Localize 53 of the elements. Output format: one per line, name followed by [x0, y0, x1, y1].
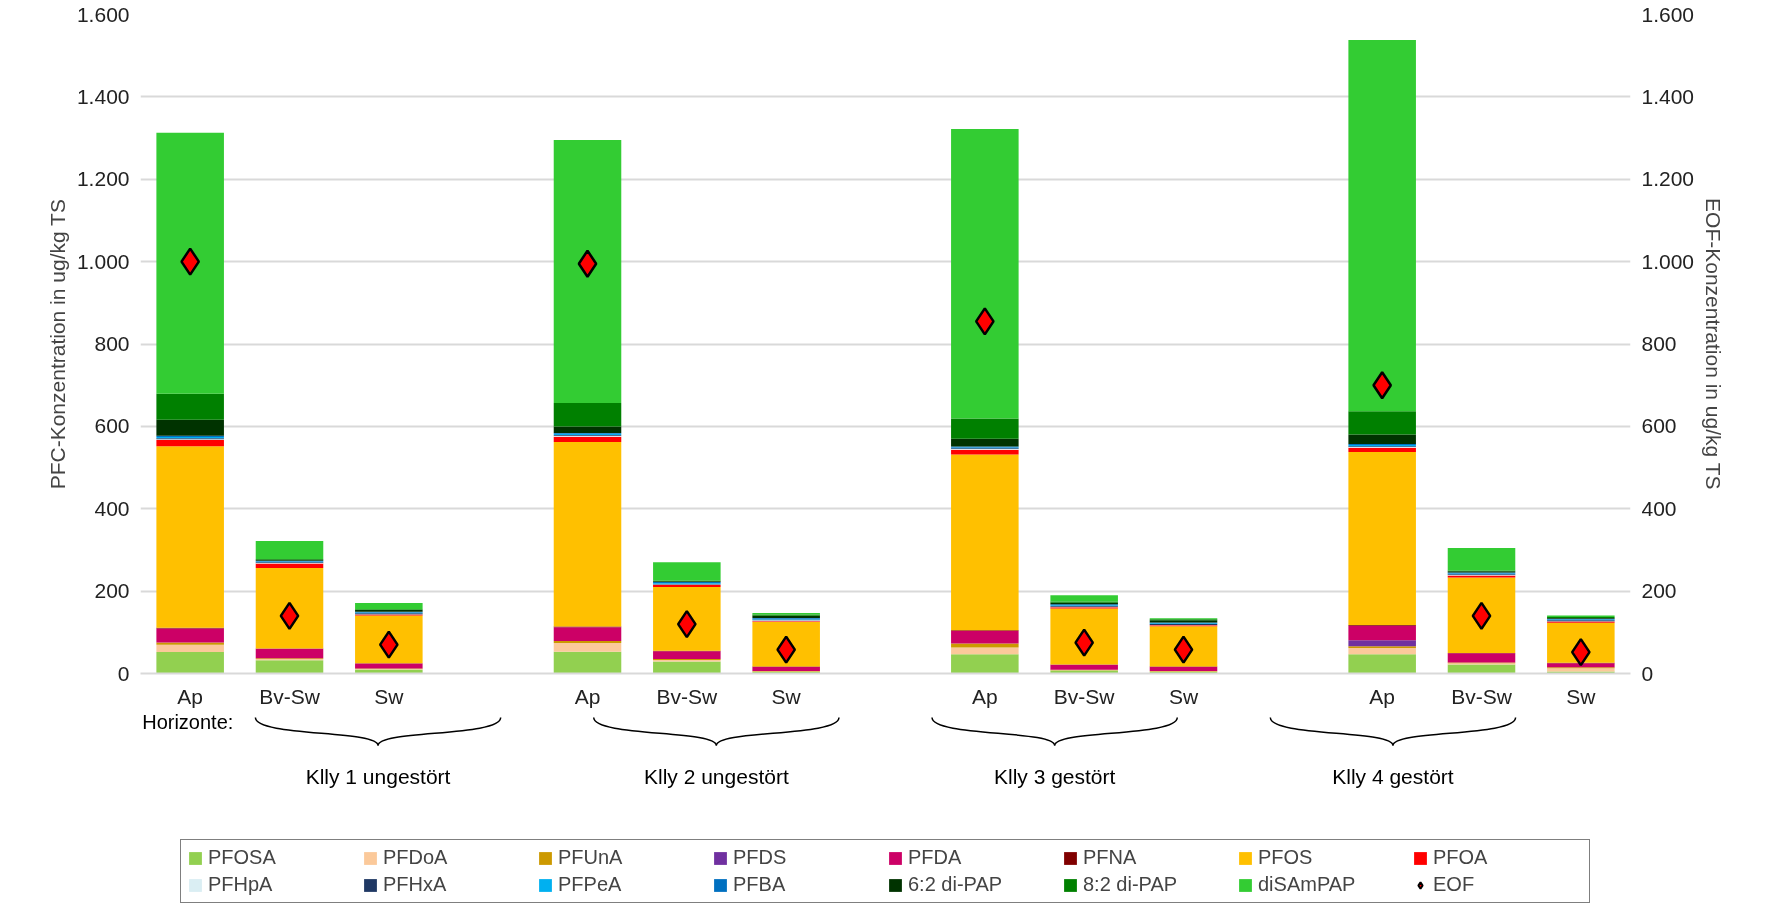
text: Klly 1 ungestört — [305, 764, 451, 788]
legend-label: PFBA — [733, 873, 787, 896]
y2-tick-label: 600 — [1641, 414, 1677, 438]
y-tick-label: 1.400 — [76, 84, 130, 108]
y-tick-label: 200 — [94, 579, 130, 603]
legend-label: PFDA — [908, 846, 963, 869]
y-tick-label: 0 — [117, 661, 130, 685]
x-tick-label: Ap — [177, 684, 204, 708]
text: Klly 4 gestört — [1332, 764, 1454, 788]
y2-tick-label: 1.400 — [1641, 84, 1695, 108]
legend-label: PFDS — [733, 846, 788, 869]
y2-tick-label: 0 — [1641, 661, 1654, 685]
x-tick-label: Bv-Sw — [259, 684, 321, 708]
x-tick-label: Ap — [574, 684, 601, 708]
y2-tick-label: 1.600 — [1641, 2, 1695, 26]
legend-label: 8:2 di-PAP — [1083, 873, 1179, 896]
legend-label: PFHpA — [208, 873, 274, 896]
y-tick-label: 1.600 — [76, 2, 130, 26]
y-tick-label: 400 — [94, 496, 130, 520]
x-tick-label: Sw — [1566, 684, 1597, 708]
y-tick-label: 1.200 — [76, 167, 130, 191]
legend-label: PFOS — [1258, 846, 1314, 869]
y2-tick-label: 400 — [1641, 496, 1677, 520]
y2-tick-label: 800 — [1641, 332, 1677, 355]
x-tick-label: Ap — [1369, 684, 1396, 708]
y2-axis-title: EOF-Konzentration in ug/kg TS — [1702, 198, 1726, 490]
x-tick-label: Sw — [1168, 684, 1199, 708]
legend-label: PFNA — [1083, 846, 1138, 869]
legend-label: PFOA — [1433, 846, 1489, 869]
y-tick-label: 600 — [94, 414, 130, 438]
y2-tick-label: 1.200 — [1641, 167, 1695, 191]
x-tick-label: Ap — [971, 684, 998, 708]
legend-label: PFUnA — [558, 846, 624, 869]
y-axis-title: PFC-Konzentration in ug/kg TS — [45, 199, 69, 490]
legend-label: PFHxA — [383, 873, 448, 896]
legend-label: PFDoA — [383, 846, 449, 869]
x-tick-label: Bv-Sw — [656, 684, 718, 708]
x-tick-label: Sw — [771, 684, 802, 708]
legend-label: 6:2 di-PAP — [908, 873, 1004, 896]
y-tick-label: 800 — [94, 332, 130, 355]
legend-label: PFOSA — [208, 846, 277, 869]
legend-label: EOF — [1433, 873, 1476, 896]
y2-tick-label: 200 — [1641, 579, 1677, 603]
legend-label: PFPeA — [558, 873, 623, 896]
legend-label: diSAmPAP — [1258, 873, 1357, 896]
text: Klly 3 gestört — [993, 764, 1116, 788]
x-tick-label: Bv-Sw — [1451, 684, 1513, 708]
x-tick-label: Sw — [374, 684, 405, 708]
text: Horizonte: — [142, 710, 234, 733]
text: Klly 2 ungestört — [643, 764, 789, 788]
y-tick-label: 1.000 — [76, 249, 130, 273]
x-tick-label: Bv-Sw — [1053, 684, 1116, 708]
y2-tick-label: 1.000 — [1641, 249, 1695, 273]
